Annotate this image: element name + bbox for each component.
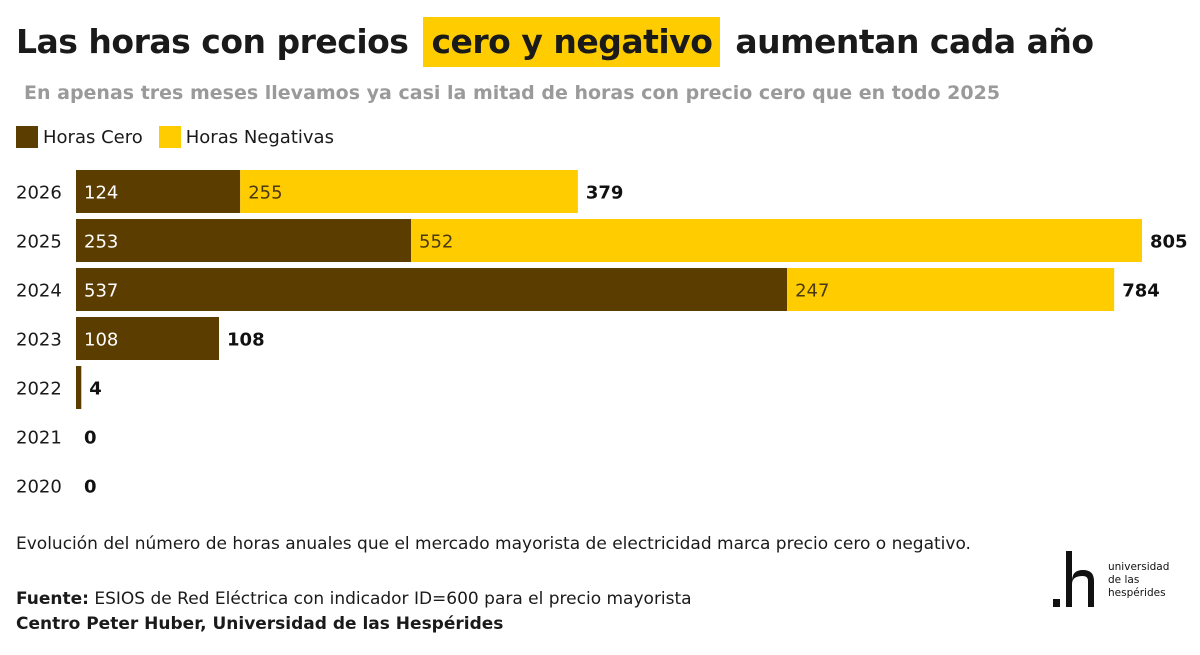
y-tick-label-2024: 2024 bbox=[16, 281, 62, 302]
legend-item-horas-negativas: Horas Negativas bbox=[158, 126, 334, 148]
bar-negativas-2024 bbox=[787, 268, 1115, 311]
data-label-cero-2024: 537 bbox=[84, 281, 118, 302]
y-tick-label-2025: 2025 bbox=[16, 232, 62, 253]
total-label-2025: 805 bbox=[1150, 232, 1188, 253]
logo-line-2: de las bbox=[1108, 574, 1140, 586]
total-label-2026: 379 bbox=[586, 183, 624, 204]
credit-line: Centro Peter Huber, Universidad de las H… bbox=[16, 612, 692, 637]
title-part-2: aumentan cada año bbox=[735, 22, 1094, 61]
chart-title: Las horas con precios cero y negativo au… bbox=[16, 12, 1094, 72]
title-part-1: Las horas con precios bbox=[16, 22, 409, 61]
source-text: ESIOS de Red Eléctrica con indicador ID=… bbox=[94, 589, 692, 609]
bar-cero-2024 bbox=[76, 268, 788, 311]
data-label-negativas-2026: 255 bbox=[248, 183, 282, 204]
total-label-2022: 4 bbox=[89, 379, 102, 400]
y-tick-label-2023: 2023 bbox=[16, 330, 62, 351]
university-logo: universidad de las hespérides bbox=[1050, 548, 1170, 610]
source-label: Fuente: bbox=[16, 589, 89, 609]
legend-label-horas-cero: Horas Cero bbox=[43, 126, 143, 148]
source-line: Fuente: ESIOS de Red Eléctrica con indic… bbox=[16, 587, 692, 612]
logo-line-1: universidad bbox=[1108, 561, 1170, 573]
legend-swatch-horas-negativas bbox=[158, 126, 181, 148]
legend: Horas Cero Horas Negativas bbox=[16, 126, 350, 148]
legend-swatch-horas-cero bbox=[16, 126, 38, 148]
y-tick-label-2022: 2022 bbox=[16, 379, 62, 400]
bar-cero-2023 bbox=[76, 317, 220, 360]
total-label-2023: 108 bbox=[227, 330, 265, 351]
legend-item-horas-cero: Horas Cero bbox=[16, 126, 143, 148]
logo-line-3: hespérides bbox=[1108, 587, 1166, 599]
bar-negativas-2026 bbox=[240, 170, 578, 213]
source-block: Fuente: ESIOS de Red Eléctrica con indic… bbox=[16, 587, 692, 637]
bar-cero-2022 bbox=[76, 366, 82, 409]
y-tick-label-2026: 2026 bbox=[16, 183, 62, 204]
total-label-2024: 784 bbox=[1122, 281, 1160, 302]
total-label-2020: 0 bbox=[84, 477, 97, 498]
total-label-2021: 0 bbox=[84, 428, 97, 449]
credit-text: Centro Peter Huber, Universidad de las H… bbox=[16, 614, 504, 634]
logo-wordmark: universidad de las hespérides bbox=[1108, 561, 1169, 600]
chart-note: Evolución del número de horas anuales qu… bbox=[16, 534, 971, 554]
data-label-cero-2026: 124 bbox=[84, 183, 118, 204]
bar-cero-2025 bbox=[76, 219, 412, 262]
bar-chart: 2026 124 255 379 2025 253 552 805 2024 537 247 784 2… bbox=[16, 170, 1188, 498]
y-tick-label-2020: 2020 bbox=[16, 477, 62, 498]
chart-subtitle: En apenas tres meses llevamos ya casi la… bbox=[24, 82, 1001, 104]
y-tick-label-2021: 2021 bbox=[16, 428, 62, 449]
logo-mark-icon bbox=[1053, 551, 1094, 607]
title-highlight: cero y negativo bbox=[423, 17, 721, 67]
legend-label-horas-negativas: Horas Negativas bbox=[185, 126, 334, 148]
data-label-negativas-2024: 247 bbox=[795, 281, 829, 302]
bar-cero-2026 bbox=[76, 170, 241, 213]
data-label-negativas-2025: 552 bbox=[419, 232, 453, 253]
data-label-cero-2025: 253 bbox=[84, 232, 118, 253]
bar-negativas-2025 bbox=[411, 219, 1142, 262]
data-label-cero-2023: 108 bbox=[84, 330, 118, 351]
